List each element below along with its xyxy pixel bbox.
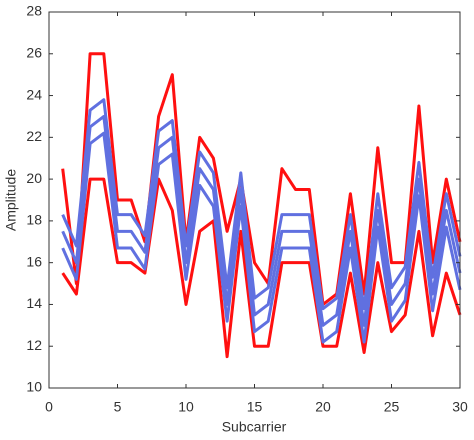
x-tick-label: 15 — [247, 399, 263, 415]
series-line — [61, 52, 462, 306]
x-tick-label: 0 — [45, 399, 53, 415]
x-tick-label: 30 — [452, 399, 468, 415]
x-tick-label: 20 — [315, 399, 331, 415]
y-tick-label: 22 — [26, 128, 42, 144]
x-tick-label: 10 — [178, 399, 194, 415]
y-tick-label: 16 — [26, 253, 42, 269]
y-tick-label: 26 — [26, 44, 42, 60]
y-tick-label: 18 — [26, 212, 42, 228]
y-tick-label: 24 — [26, 86, 42, 102]
x-tick-label: 5 — [114, 399, 122, 415]
y-tick-label: 10 — [26, 379, 42, 395]
y-tick-label: 20 — [26, 170, 42, 186]
x-tick-label: 25 — [384, 399, 400, 415]
series-line — [61, 114, 462, 327]
series-line — [61, 98, 462, 311]
y-tick-label: 28 — [26, 3, 42, 19]
y-tick-label: 14 — [26, 295, 42, 311]
x-axis-title: Subcarrier — [222, 419, 287, 435]
y-tick-label: 12 — [26, 337, 42, 353]
series-line — [61, 131, 462, 344]
y-axis-title: Amplitude — [3, 169, 19, 231]
series-line — [61, 177, 462, 359]
